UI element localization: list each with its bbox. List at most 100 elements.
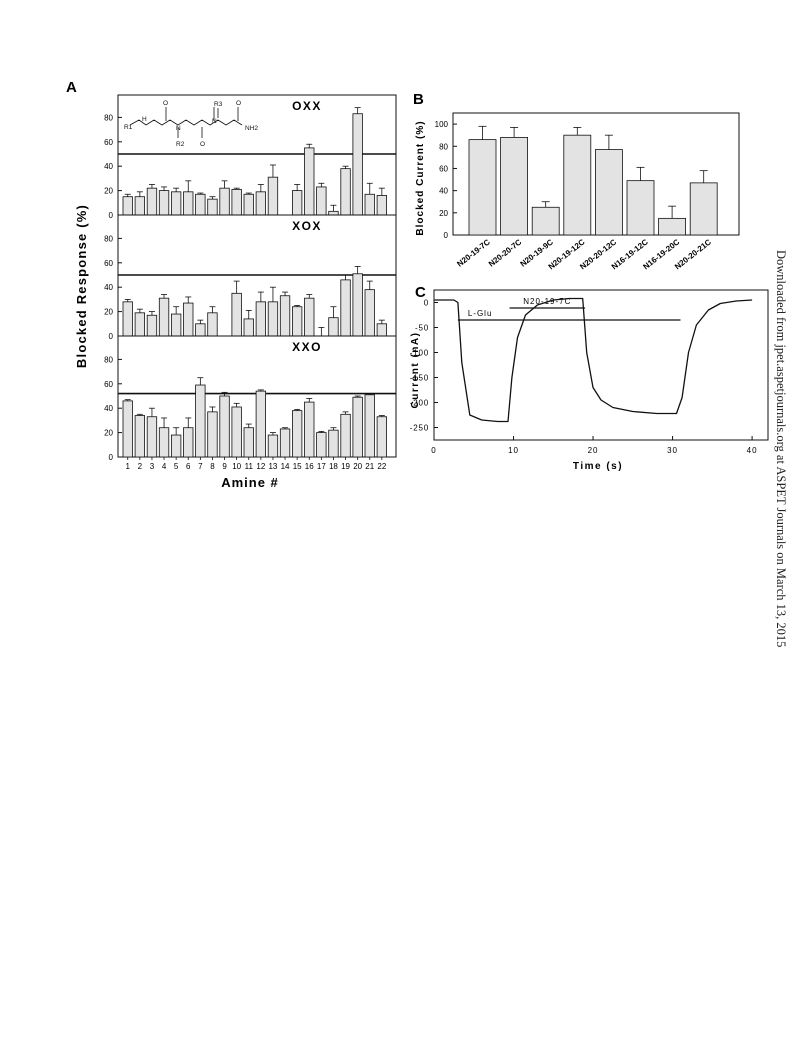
bar — [255, 191, 267, 216]
bar — [563, 134, 592, 236]
bar — [340, 279, 351, 337]
download-watermark: Downloaded from jpet.aspetjournals.org a… — [774, 250, 807, 770]
x-tick-label: 14 — [281, 462, 290, 471]
bar — [170, 191, 182, 216]
bar — [352, 273, 363, 337]
application-label: L-Glu — [468, 309, 493, 318]
bar — [195, 193, 206, 216]
bar — [231, 406, 242, 458]
x-tick-label: 12 — [256, 462, 265, 471]
bar — [304, 401, 315, 458]
structure-o1: O — [163, 100, 168, 107]
bar — [219, 187, 230, 216]
panel-a-ylabel: Blocked Response (%) — [74, 204, 89, 368]
bar — [531, 206, 560, 236]
bar — [231, 292, 242, 337]
y-tick-label: 20 — [104, 187, 113, 196]
bar — [183, 427, 194, 458]
bar — [267, 301, 279, 337]
y-tick-label: 80 — [104, 113, 113, 122]
x-tick-label: 30 — [667, 446, 678, 455]
bar — [146, 314, 158, 337]
bar — [183, 191, 194, 216]
structure-r2: R2 — [176, 141, 185, 148]
bar — [316, 186, 327, 216]
panel-b-plot-area: 020406080100N20-19-7CN20-20-7CN20-19-9CN… — [435, 120, 718, 271]
bar — [328, 429, 339, 458]
panel-a: A Blocked Response (%) Amine # OXX020406… — [66, 79, 397, 490]
x-tick-label: 16 — [305, 462, 314, 471]
y-tick-label: 40 — [439, 187, 448, 196]
y-tick-label: 60 — [104, 380, 113, 389]
bar — [183, 302, 194, 337]
y-tick-label: 0 — [109, 211, 114, 220]
x-tick-label: 20 — [353, 462, 362, 471]
bar — [122, 301, 133, 337]
bar — [304, 297, 315, 337]
bar — [364, 394, 375, 458]
bar — [328, 317, 339, 337]
y-tick-label: -150 — [410, 374, 429, 383]
x-tick-label: 17 — [317, 462, 326, 471]
bar — [122, 196, 133, 216]
bar — [364, 193, 375, 216]
bar — [195, 384, 206, 458]
bar — [352, 113, 363, 216]
bar — [376, 416, 388, 458]
structure-o3: O — [236, 100, 241, 107]
y-tick-label: 0 — [109, 332, 114, 341]
panel-b: B Blocked Current (%) 0 20 40 60 80 100 N20-19… — [413, 91, 740, 271]
x-tick-label: 40 — [747, 446, 758, 455]
y-tick-label: 40 — [104, 404, 113, 413]
y-tick-label: -50 — [415, 324, 429, 333]
bar — [158, 297, 170, 337]
bar — [595, 149, 623, 236]
bar — [291, 410, 303, 458]
x-tick-label: 7 — [198, 462, 203, 471]
panel-c-ylabel: Current (nA) — [410, 332, 421, 409]
bar — [170, 434, 182, 458]
x-tick-label: N20-20-7C — [487, 237, 524, 268]
x-tick-label: 8 — [210, 462, 215, 471]
y-tick-label: -250 — [410, 424, 429, 433]
bar — [689, 182, 718, 236]
x-tick-label: 15 — [293, 462, 302, 471]
bar — [255, 390, 267, 458]
bar — [255, 301, 267, 337]
panel-b-ylabel: Blocked Current (%) — [415, 120, 426, 235]
bar — [279, 428, 291, 458]
panel-c-label: C — [415, 284, 426, 301]
bar — [170, 313, 182, 337]
structure-h: H — [142, 116, 147, 123]
bar — [122, 400, 133, 458]
bar — [304, 147, 315, 216]
bar — [158, 190, 170, 216]
bar — [364, 289, 375, 337]
x-tick-label: 6 — [186, 462, 191, 471]
x-tick-label: 4 — [162, 462, 167, 471]
bar — [243, 318, 254, 337]
y-tick-label: 40 — [104, 162, 113, 171]
y-tick-label: 0 — [424, 299, 429, 308]
panel-c-xlabel: Time (s) — [573, 461, 623, 472]
y-tick-label: 80 — [439, 142, 448, 151]
y-tick-label: -200 — [410, 399, 429, 408]
bar — [376, 323, 388, 337]
y-tick-label: 80 — [104, 355, 113, 364]
x-tick-label: N20-19-7C — [455, 237, 492, 268]
x-tick-label: 22 — [377, 462, 386, 471]
bar — [243, 427, 254, 458]
bar — [626, 180, 655, 236]
y-tick-label: 20 — [104, 429, 113, 438]
bar — [291, 190, 303, 216]
x-tick-label: 2 — [138, 462, 143, 471]
y-tick-label: 60 — [104, 138, 113, 147]
bar — [468, 139, 497, 236]
y-tick-label: 80 — [104, 234, 113, 243]
bar — [658, 217, 686, 236]
y-tick-label: 60 — [104, 259, 113, 268]
bar — [207, 312, 218, 337]
